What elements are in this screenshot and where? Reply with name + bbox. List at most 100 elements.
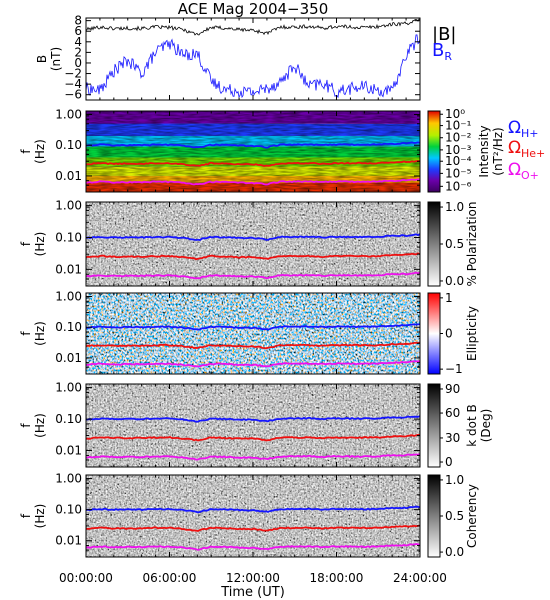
colorbar [427,383,441,468]
colorbar-tick-label: 30 [445,431,460,445]
y-axis-unit: (Hz) [33,504,47,529]
legend-b-r-subscript: R [444,50,452,63]
legend-he-plus: ΩHe+ [508,138,545,160]
colorbar-tick-label: −1 [445,362,463,376]
o-plus-cyclotron-line [85,543,421,551]
y-tick-label: 1.00 [55,108,82,122]
colorbar-tick-label: 1.0 [445,473,464,487]
x-axis-label: Time (UT) [220,585,285,600]
y-tick-label: 0.10 [55,138,82,152]
y-tick-label: 0.01 [55,534,82,548]
spectrogram-texture [86,384,420,467]
y-tick-label: 0.01 [55,262,82,276]
legend-o-plus-subscript: O+ [521,169,539,182]
y-tick-label: 0.10 [55,503,82,517]
colorbar-label: % Polarization [465,202,479,287]
h-plus-cyclotron-line [85,415,421,423]
colorbar-label: Ellipticity [465,306,479,361]
colorbar-tick-label: 10⁻¹ [445,119,472,133]
y-axis-unit: (nT) [49,47,63,71]
y-tick-label: 2 [74,45,82,59]
spectrogram-texture [86,202,420,286]
colorbar-tick-label: 10⁻⁵ [445,166,472,180]
colorbar [427,110,441,193]
colorbar-tick-label: 10⁻⁴ [445,154,472,168]
y-tick-label: −4 [64,77,82,91]
he-plus-cyclotron-line [85,341,421,350]
colorbar-tick-label: 90 [445,382,460,396]
he-plus-cyclotron-line [85,524,421,532]
he-plus-cyclotron-line [85,160,421,167]
y-tick-label: 1.00 [55,290,82,304]
y-tick-label: 0 [74,56,82,70]
y-tick-label: 4 [74,35,82,49]
legend-he-plus-subscript: He+ [521,147,545,160]
colorbar-tick-label: 10⁻³ [445,143,472,157]
h-plus-cyclotron-line [85,141,421,149]
spectrogram-texture [86,475,420,557]
colorbar-tick-label: 10⁰ [445,107,465,121]
spectrogram-texture [86,111,420,192]
colorbar-label: Coherency [465,484,479,548]
colorbar-tick-label: 10⁻² [445,131,472,145]
colorbar-tick-label: 0.5 [445,509,464,523]
colorbar-tick-label: 0 [445,455,453,469]
h-plus-cyclotron-line [85,505,421,514]
o-plus-cyclotron-line [85,271,421,280]
y-axis-label: f [19,331,33,336]
h-plus-cyclotron-line [85,323,421,331]
panel-bg [86,18,420,100]
y-tick-label: 1.00 [55,472,82,486]
colorbar-tick-label: 1.0 [445,200,464,214]
colorbar-unit: (nT²/Hz) [491,127,505,175]
colorbar-tick-label: 10⁻⁶ [445,179,472,193]
colorbar [427,292,441,375]
he-plus-cyclotron-line [85,252,421,261]
y-tick-label: 1.00 [55,381,82,395]
legend-h-plus: ΩH+ [508,118,539,140]
o-plus-cyclotron-line [86,453,421,461]
y-tick-label: 0.10 [55,320,82,334]
y-axis-unit: (Hz) [33,232,47,257]
colorbar-tick-label: 0.5 [445,237,464,251]
y-axis-label: f [19,241,33,246]
colorbar-tick-label: 0 [445,327,453,341]
colorbar-tick-label: 0.0 [445,545,464,559]
y-tick-label: −2 [64,67,82,81]
colorbar-unit: (Deg) [479,409,493,443]
colorbar-label: k dot B [465,404,479,446]
o-plus-cyclotron-line [85,178,421,186]
y-tick-label: −6 [64,88,82,102]
chart-title: ACE Mag 2004−350 [178,0,329,18]
colorbar [427,201,441,287]
y-tick-label: 0.10 [55,412,82,426]
o-plus-cyclotron-line [85,360,421,368]
x-tick-label: 12:00:00 [226,571,280,585]
y-axis-unit: (Hz) [33,413,47,438]
x-tick-label: 00:00:00 [59,571,113,585]
colorbar-label: Intensity [477,125,491,177]
x-tick-label: 06:00:00 [143,571,197,585]
colorbar-tick-label: 1 [445,291,453,305]
y-tick-label: 0.10 [55,230,82,244]
h-plus-cyclotron-line [85,233,421,241]
he-plus-cyclotron-line [85,433,421,442]
legend-b-total: |B| [432,24,456,45]
y-tick-label: 6 [74,24,82,38]
y-axis-unit: (Hz) [33,321,47,346]
y-tick-label: 0.01 [55,169,82,183]
legend-h-plus-subscript: H+ [521,127,539,140]
y-axis-label: B [35,55,49,63]
y-tick-label: 1.00 [55,199,82,213]
x-tick-label: 18:00:00 [310,571,364,585]
y-tick-label: 0.01 [55,444,82,458]
series-line-b-r [85,34,421,99]
colorbar-tick-label: 60 [445,406,460,420]
y-axis-label: f [19,513,33,518]
y-tick-label: 0.01 [55,351,82,365]
colorbar [427,474,441,558]
spectrogram-texture [86,293,420,374]
y-axis-label: f [19,423,33,428]
colorbar-tick-label: 0.0 [445,274,464,288]
y-tick-label: 8 [74,14,82,28]
